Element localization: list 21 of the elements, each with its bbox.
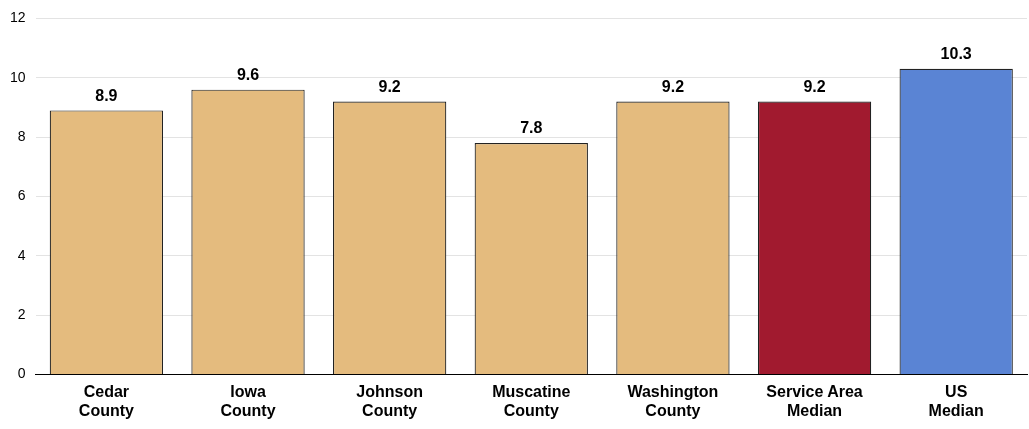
data-label: 7.8 <box>520 119 543 137</box>
x-tick-label: US Median <box>928 382 984 419</box>
y-tick-label: 2 <box>17 306 26 323</box>
y-tick-label: 12 <box>9 9 26 26</box>
x-tick-label: Washington County <box>627 382 719 419</box>
data-label: 9.6 <box>236 66 260 84</box>
data-label: 10.3 <box>940 45 972 63</box>
data-label: 9.2 <box>803 77 826 95</box>
x-tick-label: Muscatine County <box>492 382 571 419</box>
x-tick-label: Cedar County <box>78 382 135 419</box>
y-tick-label: 0 <box>17 365 26 382</box>
y-tick-label: 8 <box>17 127 26 144</box>
data-label: 8.9 <box>95 86 118 104</box>
x-tick-label: Service Area Median <box>766 382 863 419</box>
y-tick-label: 6 <box>17 187 26 204</box>
x-tick-label: Iowa County <box>220 382 276 419</box>
data-label: 9.2 <box>378 77 401 95</box>
y-tick-label: 10 <box>9 68 26 85</box>
data-label: 9.2 <box>661 77 685 95</box>
y-tick-label: 4 <box>17 246 26 263</box>
x-tick-label: Johnson County <box>356 382 423 419</box>
